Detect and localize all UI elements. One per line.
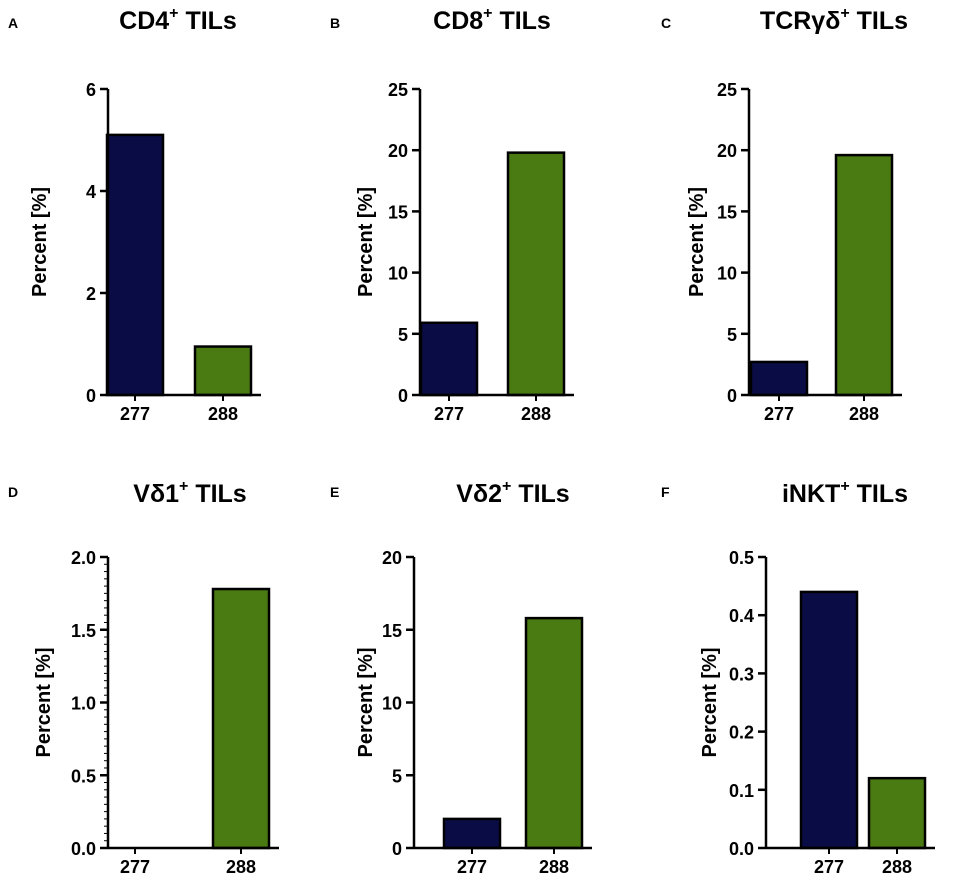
y-axis-label: Percent [%] [355, 647, 377, 757]
x-tick-label-288: 288 [882, 857, 912, 873]
y-tick-label: 15 [717, 202, 737, 222]
y-tick-label: 15 [382, 621, 402, 641]
y-tick-label: 20 [382, 548, 402, 568]
chart-title: Vδ2+ TILs [456, 478, 569, 508]
bar-277 [799, 590, 859, 850]
bar-288 [193, 345, 253, 397]
y-tick-label: 0 [727, 386, 737, 406]
y-tick-label: 20 [717, 141, 737, 161]
x-tick-label-277: 277 [814, 857, 844, 873]
chart-title: iNKT+ TILs [782, 478, 908, 508]
y-axis-label: Percent [%] [699, 647, 721, 757]
panel-letter: B [330, 15, 340, 31]
chart-title: CD4+ TILs [119, 5, 237, 35]
bar-288 [524, 616, 584, 850]
panel-letter: A [8, 15, 18, 31]
chart-panel-c: C TCRγδ+ TILs 277 288 0 5 10 15 20 25 Percent [%] [661, 5, 908, 424]
y-tick-label: 0.5 [71, 766, 96, 786]
y-tick-label: 5 [727, 325, 737, 345]
bar-277 [105, 133, 165, 397]
x-tick-label-277: 277 [434, 404, 464, 424]
y-axis-label: Percent [%] [355, 187, 377, 297]
chart-title: Vδ1+ TILs [133, 478, 246, 508]
bar-277 [419, 321, 479, 397]
bar-288 [506, 151, 566, 397]
x-tick-label-288: 288 [208, 404, 238, 424]
bar-277 [442, 817, 502, 850]
panel-letter: E [330, 484, 339, 500]
y-tick-label: 2.0 [71, 548, 96, 568]
y-tick-label: 0.2 [729, 723, 754, 743]
x-tick-label-277: 277 [120, 857, 150, 873]
bar-288 [211, 587, 271, 850]
y-tick-label: 0.0 [71, 839, 96, 859]
chart-panel-b: B CD8+ TILs 277 288 0 5 10 15 20 25 Percent [%] [330, 5, 574, 424]
y-tick-label: 0.0 [729, 839, 754, 859]
chart-title: TCRγδ+ TILs [760, 5, 908, 35]
y-axis-label: Percent [%] [33, 647, 55, 757]
y-axis-label: Percent [%] [686, 187, 708, 297]
y-tick-label: 1.5 [71, 621, 96, 641]
chart-panel-e: E Vδ2+ TILs 277 288 0 5 10 15 20 Percent [%] [330, 478, 592, 873]
y-tick-label: 0 [398, 386, 408, 406]
chart-panel-a: A CD4+ TILs 277 288 0 2 4 6 Percent [%] [8, 5, 261, 424]
y-tick-label: 25 [388, 80, 408, 100]
y-tick-label: 5 [398, 325, 408, 345]
bar-288 [834, 153, 894, 397]
x-tick-label-288: 288 [539, 857, 569, 873]
y-tick-label: 10 [382, 694, 402, 714]
bar-277 [749, 360, 809, 397]
x-tick-label-277: 277 [764, 404, 794, 424]
y-tick-label: 0.5 [729, 548, 754, 568]
panel-letter: D [8, 484, 18, 500]
y-tick-label: 20 [388, 141, 408, 161]
x-tick-label-288: 288 [849, 404, 879, 424]
y-tick-label: 0 [392, 839, 402, 859]
y-tick-label: 0 [86, 386, 96, 406]
chart-title: CD8+ TILs [433, 5, 551, 35]
x-tick-label-288: 288 [226, 857, 256, 873]
y-tick-label: 25 [717, 80, 737, 100]
y-tick-label: 4 [86, 182, 96, 202]
bar-288 [867, 776, 927, 850]
y-tick-label: 0.1 [729, 781, 754, 801]
y-axis-label: Percent [%] [29, 187, 51, 297]
x-tick-label-277: 277 [457, 857, 487, 873]
panel-letter: C [661, 15, 671, 31]
y-tick-label: 0.3 [729, 664, 754, 684]
panel-letter: F [661, 484, 670, 500]
y-tick-label: 1.0 [71, 694, 96, 714]
x-tick-label-277: 277 [120, 404, 150, 424]
y-tick-label: 10 [388, 264, 408, 284]
y-tick-label: 5 [392, 766, 402, 786]
y-tick-label: 10 [717, 264, 737, 284]
y-tick-label: 0.4 [729, 606, 754, 626]
y-tick-label: 2 [86, 284, 96, 304]
x-tick-label-288: 288 [521, 404, 551, 424]
chart-panel-d: D Vδ1+ TILs 277 288 0.0 0.5 1.0 1.5 2.0 Percent [… [8, 478, 279, 873]
y-tick-label: 15 [388, 202, 408, 222]
y-tick-label: 6 [86, 80, 96, 100]
